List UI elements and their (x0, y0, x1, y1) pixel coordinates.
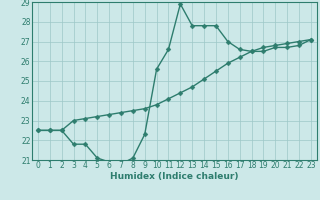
X-axis label: Humidex (Indice chaleur): Humidex (Indice chaleur) (110, 172, 239, 181)
